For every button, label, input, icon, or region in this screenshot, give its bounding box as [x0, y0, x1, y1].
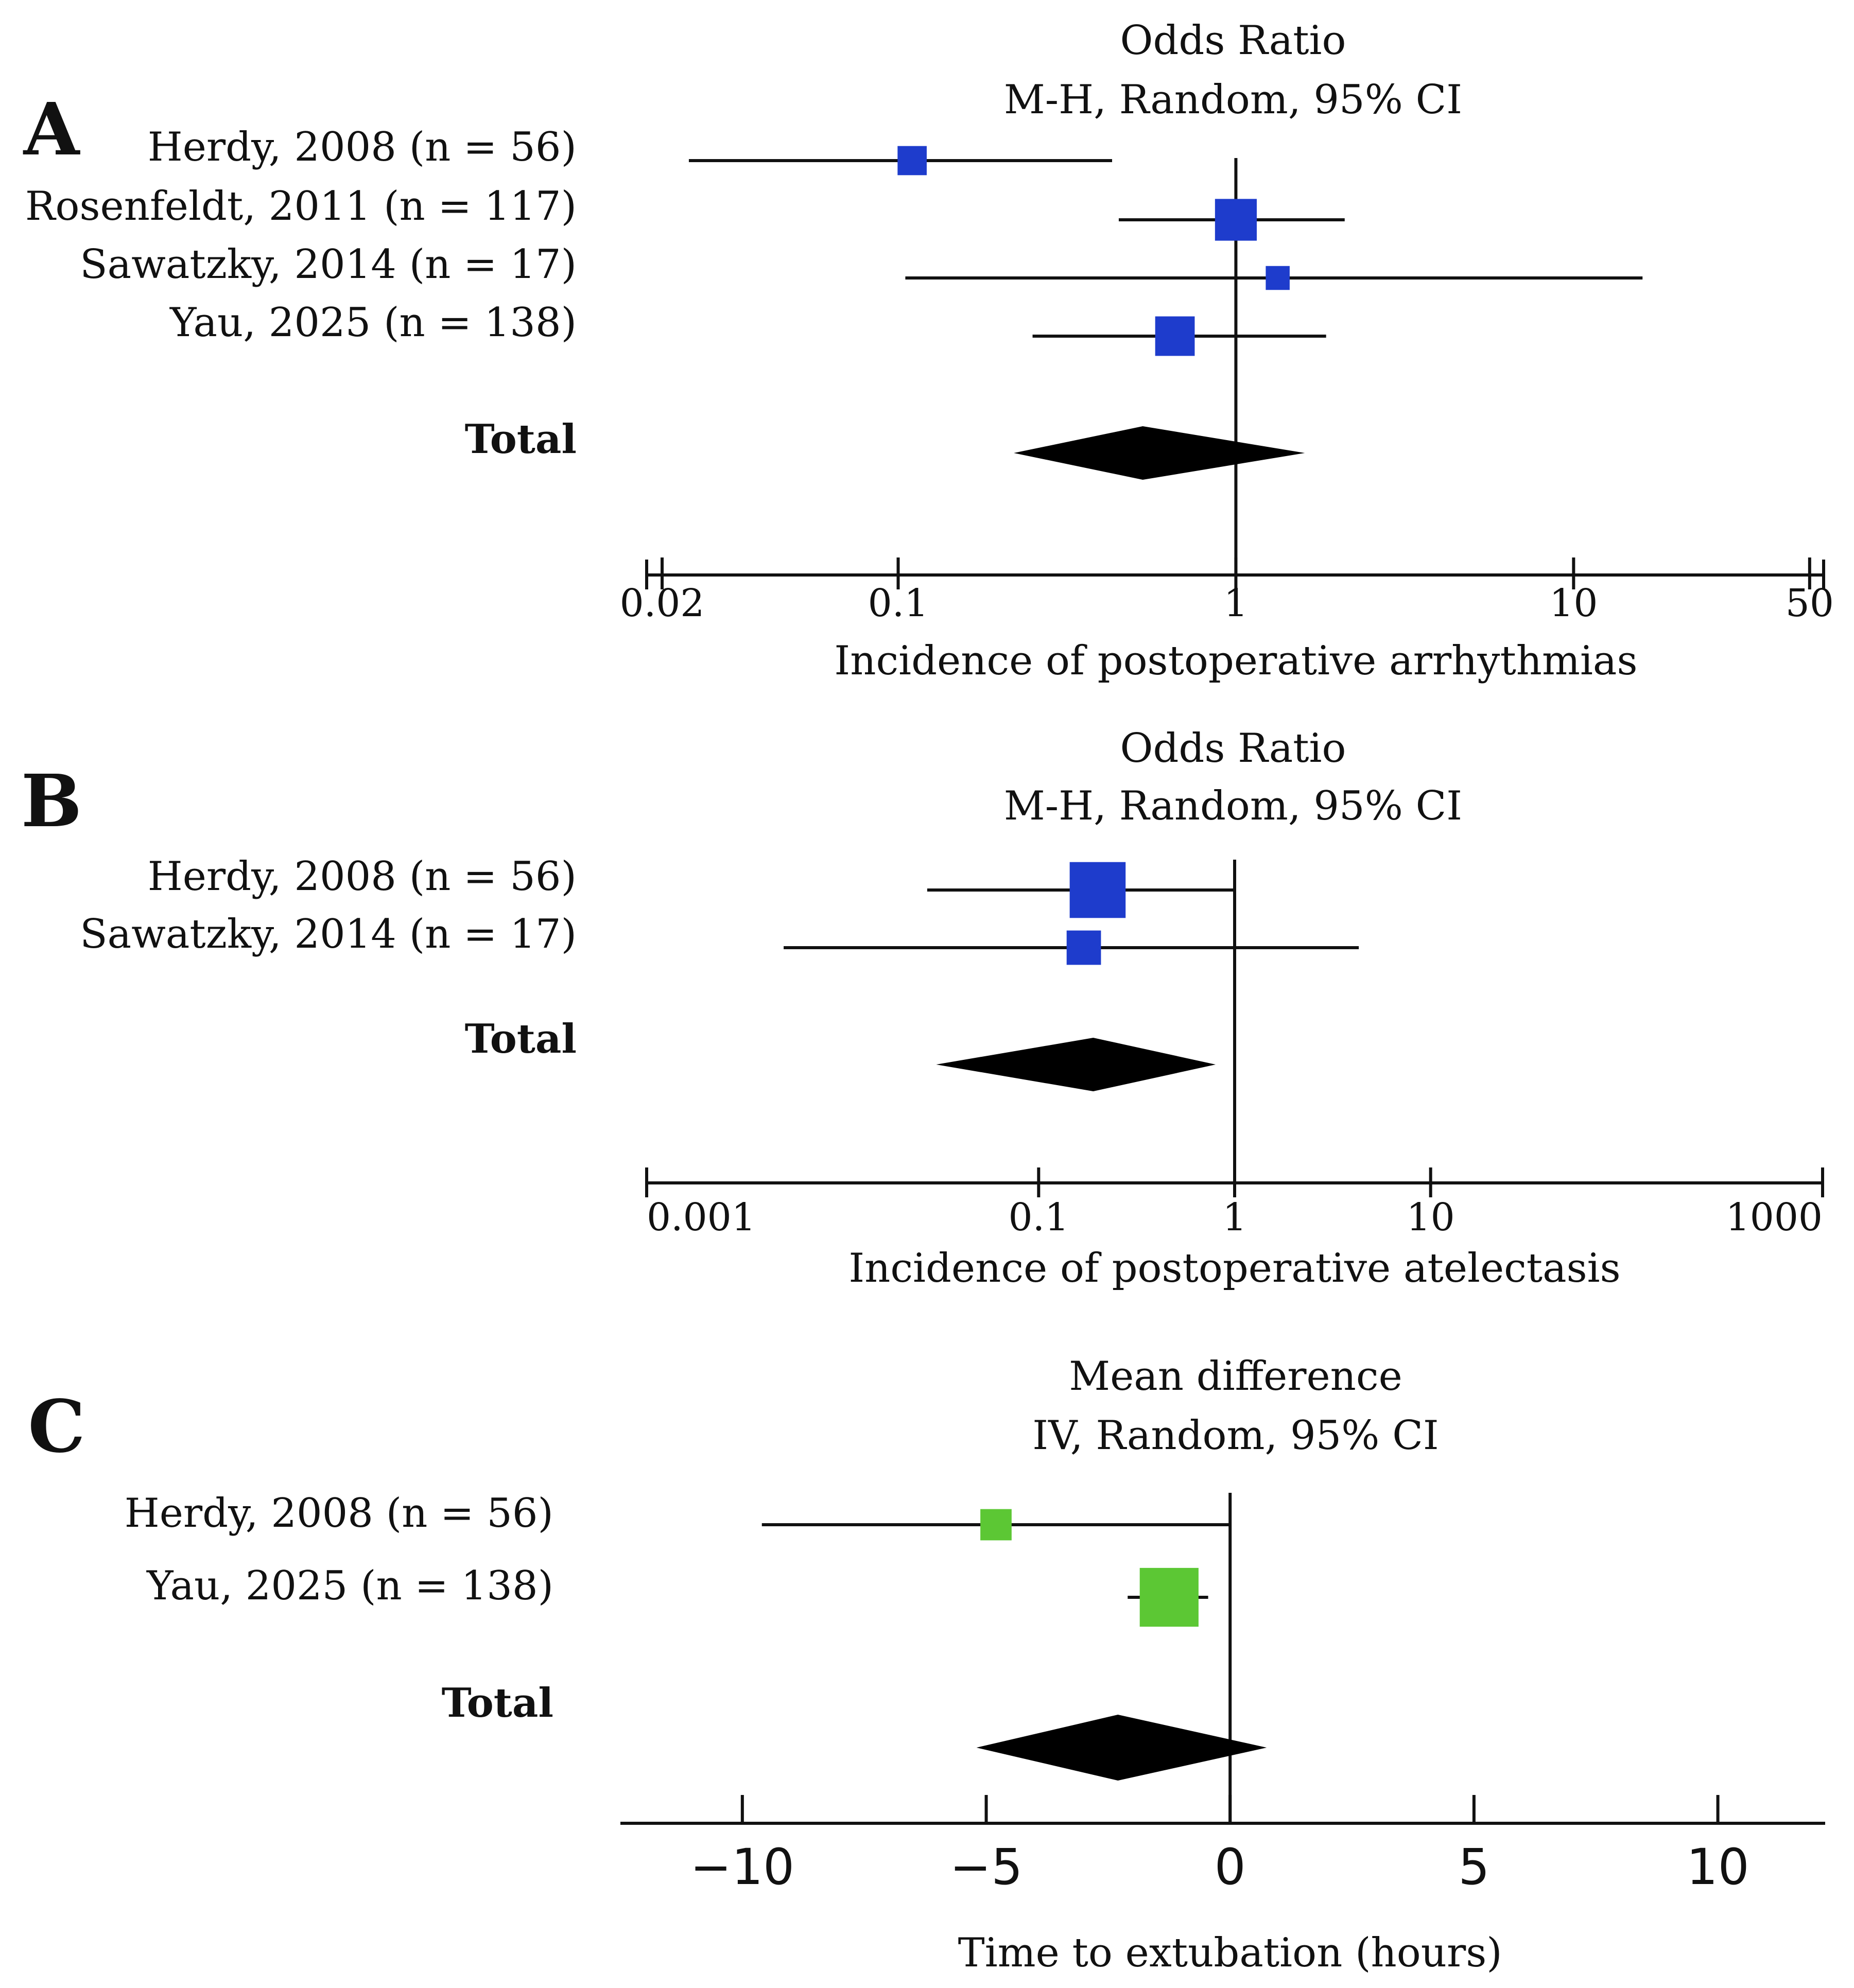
panel-letter: B	[21, 759, 82, 844]
point-estimate-marker	[980, 1509, 1012, 1541]
point-estimate-marker	[1139, 1567, 1199, 1627]
study-label: Sawatzky, 2014 (n = 17)	[80, 241, 577, 288]
x-tick-label: 5	[1458, 1838, 1489, 1896]
panel-letter: C	[28, 1385, 85, 1469]
effect-measure-title: Odds Ratio	[1120, 725, 1346, 772]
x-tick-label: 1	[1222, 1195, 1246, 1240]
point-estimate-marker	[1155, 316, 1195, 356]
x-tick-label: 50	[1786, 581, 1834, 625]
total-label: Total	[442, 1680, 553, 1727]
pooled-diamond	[1014, 426, 1305, 480]
x-tick-label: 1000	[1726, 1195, 1823, 1240]
study-label: Yau, 2025 (n = 138)	[169, 300, 577, 346]
x-tick-label: 0.02	[620, 581, 705, 625]
study-label: Herdy, 2008 (n = 56)	[148, 124, 577, 170]
effect-measure-title: Odds Ratio	[1120, 18, 1346, 64]
x-tick-label: −10	[690, 1838, 795, 1896]
x-tick-label: 0.1	[868, 581, 929, 625]
panel-b: B Odds Ratio M-H, Random, 95% CI Herdy, 200…	[21, 725, 1824, 1292]
x-axis-title: Time to extubation (hours)	[958, 1930, 1502, 1976]
panel-a: A Odds Ratio M-H, Random, 95% CI Herdy, 200…	[23, 18, 1834, 684]
study-label: Herdy, 2008 (n = 56)	[148, 853, 577, 900]
point-estimate-marker	[1266, 266, 1290, 290]
x-tick-label: 10	[1549, 581, 1598, 625]
x-axis-title: Incidence of postoperative atelectasis	[848, 1245, 1620, 1292]
study-label: Rosenfeldt, 2011 (n = 117)	[25, 183, 577, 230]
x-tick-label: 10	[1687, 1838, 1749, 1896]
x-axis-title: Incidence of postoperative arrhythmias	[834, 638, 1637, 684]
effect-measure-title: Mean difference	[1069, 1353, 1402, 1400]
total-label: Total	[465, 1016, 577, 1062]
pooled-diamond	[976, 1715, 1267, 1781]
x-tick-label: −5	[950, 1838, 1023, 1896]
method-subtitle: IV, Random, 95% CI	[1032, 1412, 1439, 1459]
total-label: Total	[465, 416, 577, 463]
method-subtitle: M-H, Random, 95% CI	[1004, 783, 1462, 829]
panel-c: C Mean difference IV, Random, 95% CI Herdy,…	[28, 1353, 1825, 1976]
panel-letter: A	[23, 88, 81, 172]
study-label: Sawatzky, 2014 (n = 17)	[80, 911, 577, 957]
pooled-diamond	[936, 1038, 1216, 1091]
x-tick-label: 10	[1407, 1195, 1455, 1240]
point-estimate-marker	[1215, 199, 1257, 241]
point-estimate-marker	[1069, 862, 1126, 918]
point-estimate-marker	[1066, 930, 1101, 965]
x-tick-label: 1	[1224, 581, 1248, 625]
study-label: Yau, 2025 (n = 138)	[146, 1563, 553, 1609]
x-tick-label: 0.001	[647, 1195, 756, 1240]
study-label: Herdy, 2008 (n = 56)	[125, 1490, 553, 1537]
x-tick-label: 0	[1215, 1838, 1246, 1896]
point-estimate-marker	[897, 146, 927, 176]
method-subtitle: M-H, Random, 95% CI	[1004, 77, 1462, 123]
x-tick-label: 0.1	[1008, 1195, 1069, 1240]
